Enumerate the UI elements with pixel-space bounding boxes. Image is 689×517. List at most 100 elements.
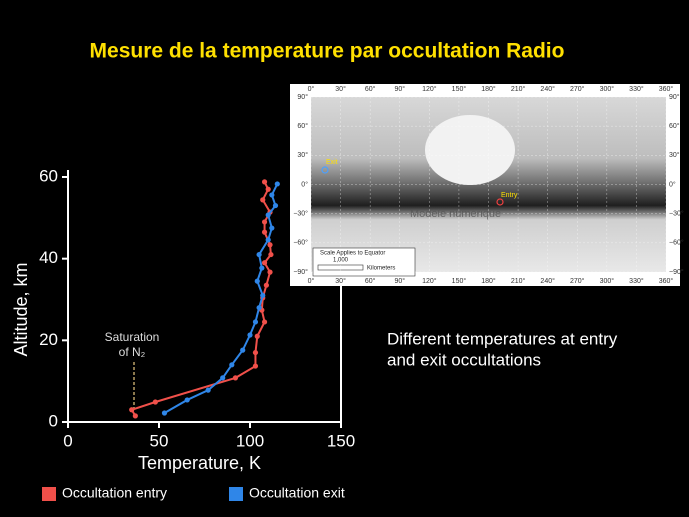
plot-frame [67, 170, 342, 423]
data-point [129, 407, 135, 413]
map-lon-label: 210° [511, 277, 526, 285]
data-point [268, 251, 274, 258]
data-point [269, 225, 275, 231]
entry-marker [496, 198, 504, 206]
map-lon-label: 30° [335, 277, 346, 285]
data-point [254, 278, 260, 284]
map-lon-label: 60° [365, 277, 376, 285]
data-point [260, 197, 266, 203]
map-lat-label: 0° [301, 180, 308, 188]
y-axis-label: Altitude, km [11, 262, 31, 356]
annotation: Saturation [105, 330, 160, 344]
map-lon-label: 90° [394, 85, 405, 93]
map-scale-caption: Scale Applies to Equator [320, 251, 385, 257]
y-tick-label: 40 [39, 248, 58, 267]
map-lon-label: 360° [659, 85, 674, 93]
map-lat-label: 60° [669, 122, 680, 130]
legend-label: Occultation exit [249, 485, 345, 501]
map-lon-label: 300° [600, 85, 615, 93]
data-point [240, 347, 246, 353]
annotation: of N₂ [119, 345, 146, 359]
data-point [261, 260, 268, 266]
y-tick-label: 60 [39, 166, 58, 185]
map-lon-label: 180° [481, 277, 496, 285]
map-lat-label: −60° [669, 239, 684, 247]
data-point [261, 229, 268, 235]
data-point [267, 242, 273, 248]
data-point [265, 237, 271, 243]
legend-swatch [42, 487, 56, 501]
map-lon-label: 330° [629, 277, 644, 285]
map-lat-label: 30° [297, 151, 308, 159]
data-point [254, 333, 260, 339]
data-point [252, 363, 259, 369]
data-point [263, 282, 269, 288]
data-point [132, 413, 138, 419]
data-point [269, 192, 275, 198]
map-lon-label: 150° [452, 277, 467, 285]
note-line: Different temperatures at entry [387, 329, 618, 348]
data-point [265, 186, 271, 192]
map-lon-label: 150° [452, 85, 467, 93]
map-lat-label: −30° [293, 210, 308, 218]
map-lon-label: 360° [659, 277, 674, 285]
data-point [220, 375, 226, 381]
data-point [232, 375, 239, 381]
data-point [265, 212, 271, 218]
map-lat-label: 30° [669, 151, 680, 159]
map-exit-label: Exit [326, 159, 338, 166]
map-lon-label: 120° [422, 277, 437, 285]
map-feature [425, 115, 515, 185]
slide-title: Mesure de la temperature par occultation… [90, 40, 565, 63]
series-line [130, 181, 272, 417]
data-point [229, 362, 235, 368]
data-point [256, 251, 262, 258]
map-lon-label: 0° [308, 85, 315, 93]
data-point [252, 349, 259, 356]
data-point [256, 305, 262, 311]
data-point [184, 397, 190, 403]
map-lon-label: 120° [422, 85, 437, 93]
x-axis-label: Temperature, K [138, 453, 261, 473]
x-tick-label: 150 [327, 431, 355, 450]
data-point [152, 399, 158, 405]
map-entry-label: Entry [501, 192, 518, 199]
map-lon-label: 30° [335, 85, 346, 93]
data-point [261, 219, 268, 225]
map-lat-label: 60° [297, 122, 308, 130]
scale-box [312, 247, 416, 277]
data-point [205, 387, 211, 393]
note-line: and exit occultations [387, 350, 541, 369]
map-lon-label: 270° [570, 85, 585, 93]
map-lon-label: 300° [600, 277, 615, 285]
data-point [274, 181, 280, 187]
map-lat-label: −30° [669, 210, 684, 218]
map-scale-value: 1,000 [333, 258, 349, 264]
map-lat-label: −90° [293, 268, 308, 276]
map-lat-label: 90° [669, 93, 680, 101]
x-tick-label: 0 [63, 431, 72, 450]
map-lon-label: 90° [394, 277, 405, 285]
data-point [267, 269, 273, 275]
data-point [252, 319, 259, 325]
map-overlay-text: Modèle numérique [410, 208, 501, 220]
map-lat-label: −90° [669, 268, 684, 276]
x-tick-label: 50 [150, 431, 169, 450]
data-point [161, 410, 168, 416]
map-lon-label: 240° [540, 85, 555, 93]
map-scale-unit: Kilometers [367, 266, 395, 272]
legend-swatch [229, 487, 243, 501]
map-lon-label: 240° [540, 277, 555, 285]
data-point [247, 332, 253, 338]
data-point [272, 202, 279, 209]
map-lon-label: 0° [308, 277, 315, 285]
exit-marker [321, 166, 329, 174]
data-point [261, 179, 268, 185]
data-point [260, 292, 266, 299]
map-lat-label: 90° [297, 93, 308, 101]
legend-label: Occultation entry [62, 485, 167, 501]
data-point [261, 319, 268, 325]
map-lon-label: 270° [570, 277, 585, 285]
map-lat-label: 0° [669, 180, 676, 188]
